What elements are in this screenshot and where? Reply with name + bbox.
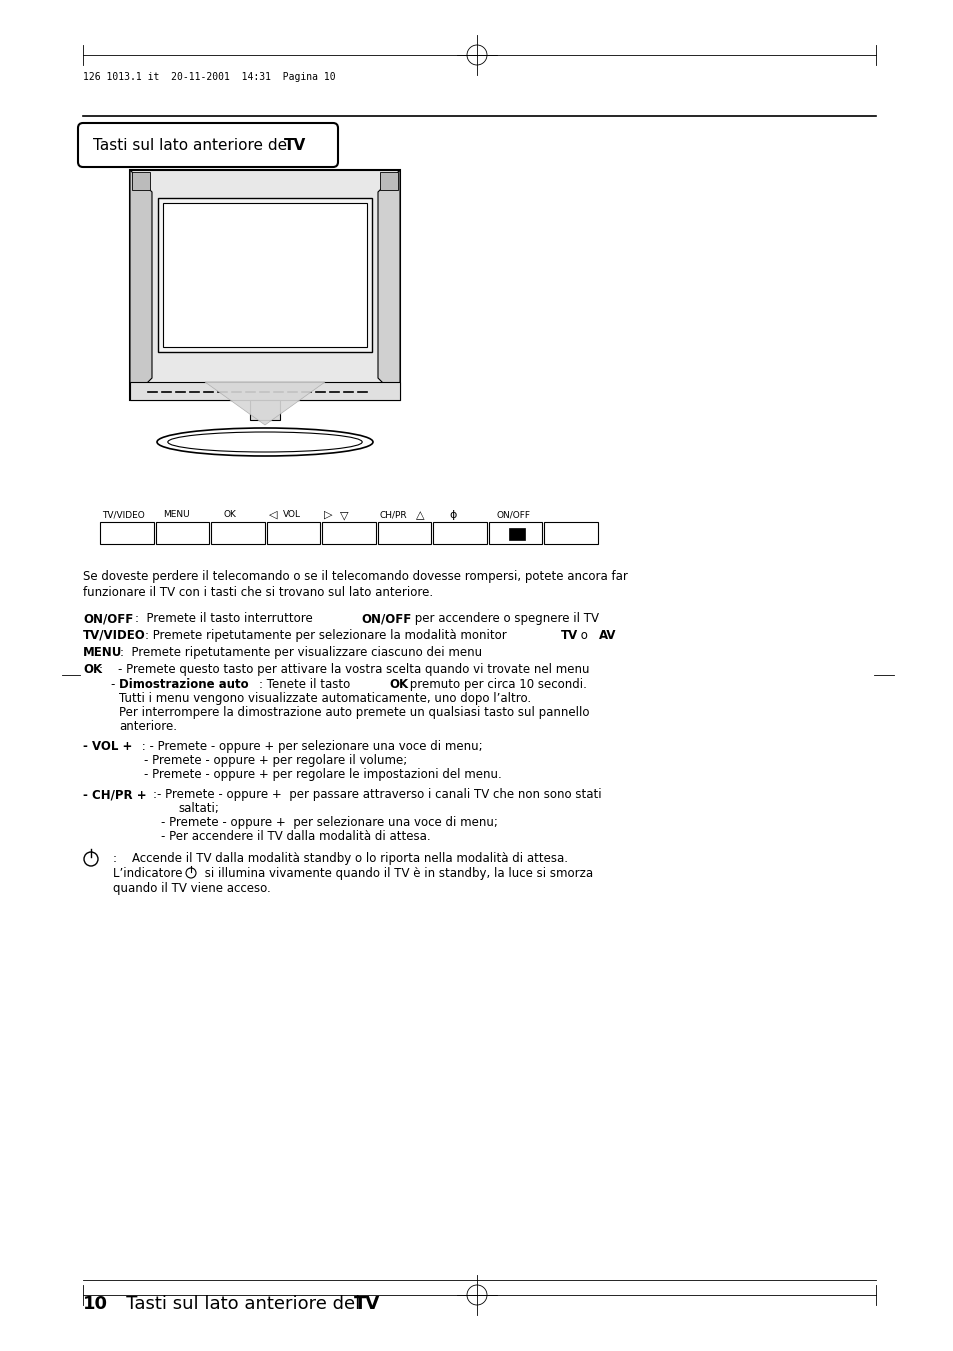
Bar <box>267 521 320 544</box>
Bar <box>163 203 367 347</box>
Text: :  Premete il tasto interruttore: : Premete il tasto interruttore <box>135 612 316 626</box>
Bar <box>508 528 524 540</box>
Text: Tutti i menu vengono visualizzate automaticamente, uno dopo l’altro.: Tutti i menu vengono visualizzate automa… <box>119 692 531 705</box>
Text: OK: OK <box>83 663 102 676</box>
Text: TV/VIDEO: TV/VIDEO <box>83 630 146 642</box>
Text: TV: TV <box>284 139 306 154</box>
Text: anteriore.: anteriore. <box>119 720 177 734</box>
Text: OK: OK <box>223 509 235 519</box>
Circle shape <box>84 852 98 866</box>
Bar <box>158 199 372 353</box>
Bar <box>544 521 598 544</box>
Text: : Premete ripetutamente per selezionare la modalità monitor: : Premete ripetutamente per selezionare … <box>145 630 510 642</box>
Text: VOL: VOL <box>282 509 300 519</box>
Bar <box>488 521 542 544</box>
Ellipse shape <box>157 428 373 457</box>
Polygon shape <box>130 170 152 400</box>
Text: - VOL +: - VOL + <box>83 740 132 753</box>
Text: - CH/PR +: - CH/PR + <box>83 788 147 801</box>
Text: ▽: ▽ <box>340 509 349 520</box>
Text: :  Premete ripetutamente per visualizzare ciascuno dei menu: : Premete ripetutamente per visualizzare… <box>120 646 481 659</box>
Text: CH/PR: CH/PR <box>379 509 407 519</box>
Text: ▷: ▷ <box>324 509 333 520</box>
Text: ON/OFF: ON/OFF <box>360 612 411 626</box>
Polygon shape <box>377 170 399 400</box>
Polygon shape <box>205 382 325 426</box>
Text: OK: OK <box>389 678 408 690</box>
Text: ◁: ◁ <box>269 509 277 520</box>
Bar <box>377 521 431 544</box>
Text: - Premete - oppure + per regolare il volume;: - Premete - oppure + per regolare il vol… <box>144 754 407 767</box>
Bar <box>130 170 399 400</box>
Text: -: - <box>111 678 119 690</box>
Bar <box>322 521 375 544</box>
Text: TV: TV <box>560 630 578 642</box>
Text: MENU: MENU <box>83 646 122 659</box>
Text: △: △ <box>416 509 424 520</box>
Bar <box>130 382 399 400</box>
Text: - Premete - oppure +  per selezionare una voce di menu;: - Premete - oppure + per selezionare una… <box>161 816 497 830</box>
Bar <box>132 172 150 190</box>
Text: TV: TV <box>354 1296 380 1313</box>
Text: Tasti sul lato anteriore del: Tasti sul lato anteriore del <box>92 139 296 154</box>
Text: per accendere o spegnere il TV: per accendere o spegnere il TV <box>411 612 598 626</box>
Text: Per interrompere la dimostrazione auto premete un qualsiasi tasto sul pannello: Per interrompere la dimostrazione auto p… <box>119 707 589 719</box>
Text: quando il TV viene acceso.: quando il TV viene acceso. <box>112 882 271 894</box>
Text: L’indicatore: L’indicatore <box>112 867 186 880</box>
Text: : Tenete il tasto: : Tenete il tasto <box>258 678 354 690</box>
Text: 10: 10 <box>83 1296 108 1313</box>
Ellipse shape <box>168 432 362 453</box>
Bar <box>379 172 397 190</box>
Text: - Premete - oppure + per regolare le impostazioni del menu.: - Premete - oppure + per regolare le imp… <box>144 767 501 781</box>
Text: MENU: MENU <box>163 509 190 519</box>
Bar <box>211 521 264 544</box>
Text: ON/OFF: ON/OFF <box>83 612 133 626</box>
Bar <box>100 521 153 544</box>
Text: 126 1013.1 it  20-11-2001  14:31  Pagina 10: 126 1013.1 it 20-11-2001 14:31 Pagina 10 <box>83 72 335 82</box>
Text: ON/OFF: ON/OFF <box>497 509 530 519</box>
Bar <box>155 521 209 544</box>
Text: si illumina vivamente quando il TV è in standby, la luce si smorza: si illumina vivamente quando il TV è in … <box>201 867 593 880</box>
Text: :    Accende il TV dalla modalità standby o lo riporta nella modalità di attesa.: : Accende il TV dalla modalità standby o… <box>112 852 567 865</box>
Text: ϕ: ϕ <box>449 509 456 520</box>
Text: funzionare il TV con i tasti che si trovano sul lato anteriore.: funzionare il TV con i tasti che si trov… <box>83 586 433 598</box>
Text: :- Premete - oppure +  per passare attraverso i canali TV che non sono stati: :- Premete - oppure + per passare attrav… <box>152 788 601 801</box>
Bar <box>250 400 280 420</box>
Text: : - Premete - oppure + per selezionare una voce di menu;: : - Premete - oppure + per selezionare u… <box>138 740 482 753</box>
Text: - Per accendere il TV dalla modalità di attesa.: - Per accendere il TV dalla modalità di … <box>161 830 430 843</box>
Bar <box>433 521 486 544</box>
Text: AV: AV <box>598 630 616 642</box>
Circle shape <box>186 867 195 878</box>
Text: Se doveste perdere il telecomando o se il telecomando dovesse rompersi, potete a: Se doveste perdere il telecomando o se i… <box>83 570 627 584</box>
Text: Tasti sul lato anteriore del: Tasti sul lato anteriore del <box>109 1296 366 1313</box>
Text: :    - Premete questo tasto per attivare la vostra scelta quando vi trovate nel : : - Premete questo tasto per attivare la… <box>99 663 589 676</box>
Text: TV/VIDEO: TV/VIDEO <box>102 509 145 519</box>
Text: Dimostrazione auto: Dimostrazione auto <box>119 678 249 690</box>
Text: saltati;: saltati; <box>178 802 218 815</box>
Text: o: o <box>577 630 591 642</box>
FancyBboxPatch shape <box>78 123 337 168</box>
Text: premuto per circa 10 secondi.: premuto per circa 10 secondi. <box>406 678 586 690</box>
